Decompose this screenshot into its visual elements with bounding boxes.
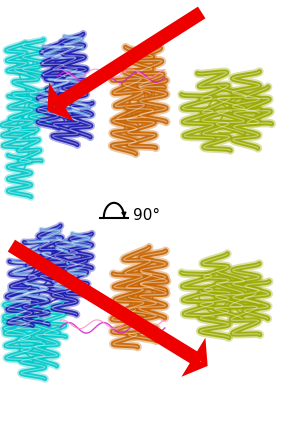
Text: 90°: 90° bbox=[133, 208, 160, 223]
